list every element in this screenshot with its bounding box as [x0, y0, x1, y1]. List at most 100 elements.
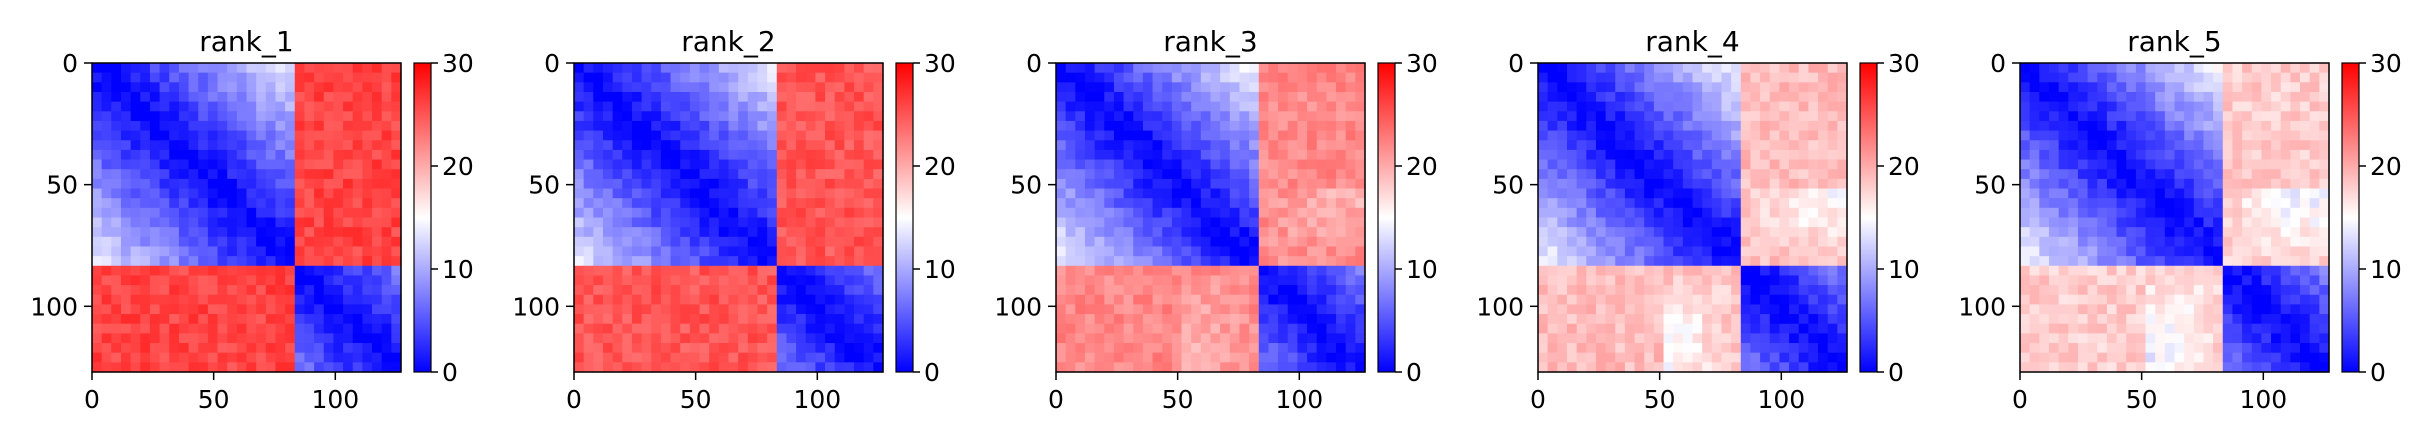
heatmap-cell: [1624, 304, 1636, 315]
heatmap-cell: [1576, 314, 1587, 325]
heatmap-cell: [1538, 323, 1549, 334]
heatmap-cell: [622, 362, 633, 373]
heatmap-cell: [757, 227, 768, 238]
heatmap-cell: [1769, 285, 1781, 296]
heatmap-cell: [1808, 275, 1819, 286]
heatmap-cell: [660, 246, 672, 257]
heatmap-cell: [2319, 236, 2330, 248]
heatmap-cell: [2039, 188, 2050, 199]
heatmap-cell: [333, 323, 344, 334]
heatmap-cell: [689, 236, 701, 248]
heatmap-cell: [1760, 149, 1771, 161]
heatmap-cell: [1075, 246, 1086, 257]
heatmap-cell: [776, 101, 788, 112]
heatmap-cell: [1653, 362, 1665, 373]
heatmap-cell: [92, 343, 103, 354]
heatmap-cell: [391, 227, 402, 238]
heatmap-cell: [1682, 246, 1694, 257]
heatmap-cell: [1769, 149, 1781, 161]
heatmap-cell: [1750, 314, 1761, 325]
heatmap-cell: [1113, 63, 1125, 74]
heatmap-cell: [140, 294, 151, 306]
heatmap-cell: [1566, 362, 1578, 373]
heatmap-cell: [1760, 227, 1771, 238]
heatmap-cell: [1682, 111, 1694, 122]
heatmap-cell: [1307, 188, 1318, 199]
heatmap-cell: [1200, 140, 1212, 151]
heatmap-cell: [275, 198, 286, 209]
heatmap-cell: [1171, 72, 1183, 83]
heatmap-cell: [776, 72, 788, 83]
heatmap-cell: [612, 101, 623, 112]
heatmap-cell: [362, 111, 373, 122]
heatmap-cell: [2126, 149, 2137, 161]
heatmap-cell: [2242, 275, 2253, 286]
heatmap-cell: [1624, 130, 1636, 141]
heatmap-cell: [169, 120, 180, 132]
heatmap-cell: [140, 159, 151, 170]
heatmap-cell: [188, 63, 199, 74]
heatmap-cell: [1075, 314, 1086, 325]
heatmap-cell: [1113, 227, 1125, 238]
heatmap-cell: [1595, 91, 1607, 103]
heatmap-cell: [1644, 198, 1655, 209]
heatmap-cell: [333, 188, 344, 199]
heatmap-cell: [1316, 352, 1327, 363]
heatmap-cell: [1142, 246, 1154, 257]
heatmap-cell: [343, 140, 354, 151]
heatmap-cell: [1084, 265, 1096, 277]
heatmap-cell: [294, 275, 306, 286]
heatmap-cell: [1316, 140, 1327, 151]
heatmap-cell: [1133, 294, 1144, 306]
heatmap-cell: [1249, 91, 1260, 103]
heatmap-cell: [92, 236, 103, 248]
heatmap-cell: [130, 362, 141, 373]
heatmap-cell: [680, 188, 691, 199]
heatmap-cell: [612, 285, 623, 296]
heatmap-cell: [1133, 256, 1144, 267]
heatmap-cell: [1152, 140, 1163, 151]
heatmap-cell: [1731, 91, 1742, 103]
heatmap-cell: [1287, 333, 1299, 344]
heatmap-cell: [2309, 82, 2320, 93]
heatmap-cell: [844, 333, 855, 344]
heatmap-cell: [1258, 207, 1270, 219]
heatmap-cell: [796, 343, 807, 354]
heatmap-cell: [825, 285, 836, 296]
heatmap-cell: [130, 236, 141, 248]
heatmap-cell: [323, 63, 335, 74]
heatmap-cell: [1586, 130, 1597, 141]
heatmap-cell: [680, 275, 691, 286]
y-tick-label: 0: [1508, 49, 1524, 78]
heatmap-cell: [1191, 265, 1202, 277]
heatmap-cell: [757, 236, 768, 248]
heatmap-cell: [1210, 130, 1221, 141]
heatmap-cell: [130, 275, 141, 286]
heatmap-cell: [178, 149, 190, 161]
heatmap-cell: [622, 101, 633, 112]
heatmap-cell: [227, 256, 238, 267]
heatmap-cell: [689, 101, 701, 112]
heatmap-cell: [217, 275, 228, 286]
heatmap-cell: [1104, 236, 1115, 248]
heatmap-cell: [1142, 343, 1154, 354]
heatmap-cell: [583, 63, 594, 74]
y-tick-label: 100: [1476, 292, 1524, 321]
heatmap-cell: [805, 120, 817, 132]
heatmap-cell: [2097, 159, 2108, 170]
heatmap-cell: [670, 178, 681, 190]
heatmap-cell: [2087, 169, 2098, 180]
heatmap-cell: [1123, 149, 1134, 161]
heatmap-cell: [2145, 178, 2156, 190]
heatmap-cell: [1779, 304, 1790, 315]
heatmap-cell: [1740, 275, 1752, 286]
heatmap-cell: [1133, 333, 1144, 344]
heatmap-cell: [1297, 188, 1308, 199]
heatmap-cell: [574, 256, 585, 267]
heatmap-cell: [1113, 178, 1125, 190]
heatmap-cell: [1287, 149, 1299, 161]
heatmap-cell: [583, 256, 594, 267]
heatmap-cell: [1191, 275, 1202, 286]
heatmap-cell: [1104, 294, 1115, 306]
